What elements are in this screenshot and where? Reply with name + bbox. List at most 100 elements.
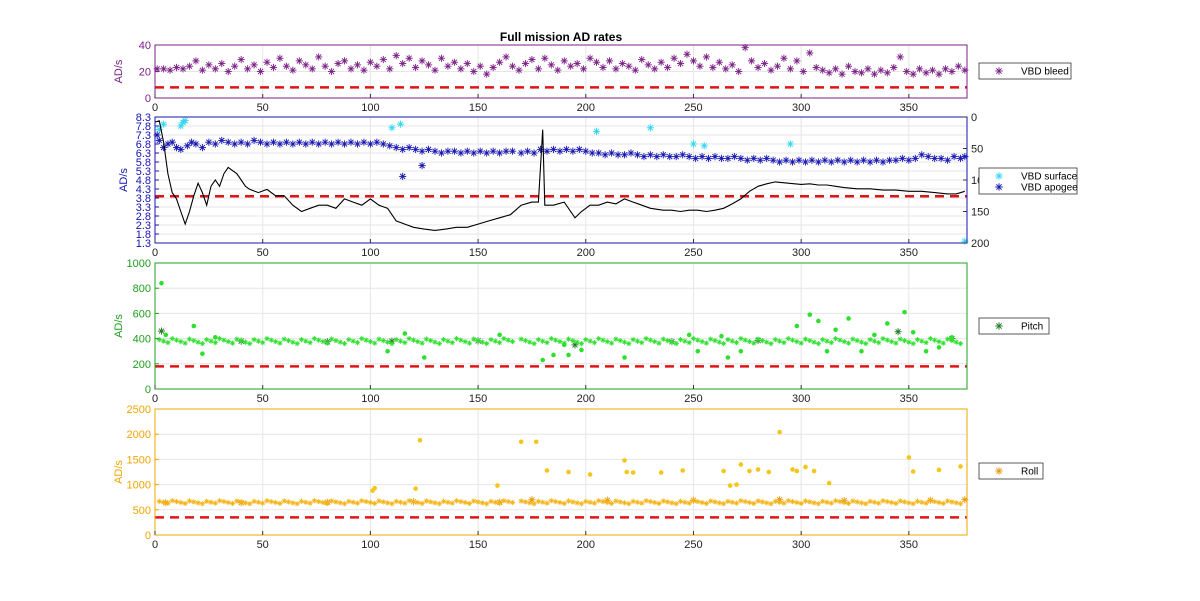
band-point (660, 498, 666, 504)
data-point (658, 470, 664, 475)
data-point (923, 348, 929, 354)
band-point (699, 499, 705, 506)
data-point (554, 66, 562, 74)
band-point (316, 499, 322, 505)
data-point (321, 62, 329, 70)
band-point (402, 340, 408, 346)
data-point (533, 439, 539, 445)
y-axis-label: AD/s (118, 168, 130, 192)
band-point (320, 339, 326, 345)
data-point (289, 66, 297, 74)
x-tick-label: 100 (361, 539, 379, 551)
band-point (677, 337, 684, 343)
band-point (665, 499, 671, 505)
data-point (444, 147, 452, 155)
data-point (905, 156, 913, 164)
band-point (923, 340, 929, 346)
y-tick-label: 40 (139, 40, 151, 52)
x-tick-label: 300 (792, 393, 810, 405)
data-point (676, 59, 685, 68)
band-point (901, 338, 908, 344)
y-tick-label: 7.3 (136, 130, 151, 142)
band-point (363, 337, 369, 343)
data-point (418, 147, 426, 155)
band-point (565, 336, 572, 342)
band-point (708, 336, 714, 342)
data-point (308, 138, 316, 146)
data-point (155, 136, 163, 144)
trace-line (154, 120, 965, 231)
band-point (574, 339, 580, 345)
data-point (689, 57, 698, 65)
data-point (372, 485, 377, 491)
data-point (566, 469, 571, 475)
data-point (625, 62, 633, 70)
band-point (621, 500, 628, 506)
data-point (328, 140, 336, 148)
data-point (536, 145, 545, 153)
band-point (751, 500, 757, 507)
band-point (634, 338, 641, 344)
data-point (399, 172, 407, 180)
y-tick-label: 3.8 (136, 193, 151, 205)
y-tick-label: 1.8 (136, 229, 151, 241)
band-point (260, 500, 266, 506)
band-point (169, 498, 175, 504)
band-point (742, 499, 748, 505)
data-point (722, 65, 730, 73)
band-point (303, 338, 309, 344)
band-point (238, 338, 244, 344)
band-point (428, 338, 434, 344)
x-tick-label: 150 (469, 247, 487, 259)
data-point (508, 62, 517, 70)
band-point (445, 338, 451, 344)
data-point (198, 66, 206, 74)
data-point (497, 332, 502, 338)
y-axis-label: AD/s (113, 314, 125, 338)
data-point (160, 120, 168, 128)
y-tick-label: 0 (145, 93, 151, 105)
data-point (910, 469, 916, 474)
band-point (393, 337, 399, 343)
x-tick-label: 200 (577, 102, 595, 114)
data-point (747, 468, 752, 474)
band-point (419, 500, 425, 507)
data-point (702, 53, 710, 61)
data-point (599, 63, 607, 72)
band-point (845, 340, 852, 346)
band-point (156, 498, 162, 504)
band-point (716, 500, 722, 506)
band-point (294, 341, 300, 347)
band-point (178, 339, 184, 345)
band-point (191, 338, 197, 344)
x-tick-label: 50 (257, 247, 269, 259)
data-point (592, 58, 601, 66)
data-point (728, 61, 736, 69)
y2-tick-label: 150 (971, 207, 989, 219)
data-point (686, 332, 692, 338)
band-point (169, 336, 175, 342)
data-point (719, 333, 724, 339)
data-point (417, 437, 423, 443)
y2-tick-label: 200 (971, 238, 989, 250)
data-point (627, 149, 635, 157)
band-point (389, 501, 395, 507)
band-point (453, 498, 460, 504)
data-point (653, 153, 661, 161)
band-point (376, 336, 382, 342)
band-point (591, 340, 597, 346)
data-point (315, 140, 323, 148)
data-point (756, 156, 764, 164)
data-point (566, 352, 571, 358)
data-point (646, 151, 654, 159)
band-point (764, 339, 770, 345)
data-point (353, 61, 362, 69)
data-point (276, 140, 284, 148)
band-point (914, 337, 921, 343)
band-point (385, 500, 391, 506)
data-point (405, 54, 413, 62)
band-point (393, 498, 399, 504)
data-point (725, 355, 731, 360)
band-point (940, 340, 946, 346)
band-point (897, 498, 903, 504)
